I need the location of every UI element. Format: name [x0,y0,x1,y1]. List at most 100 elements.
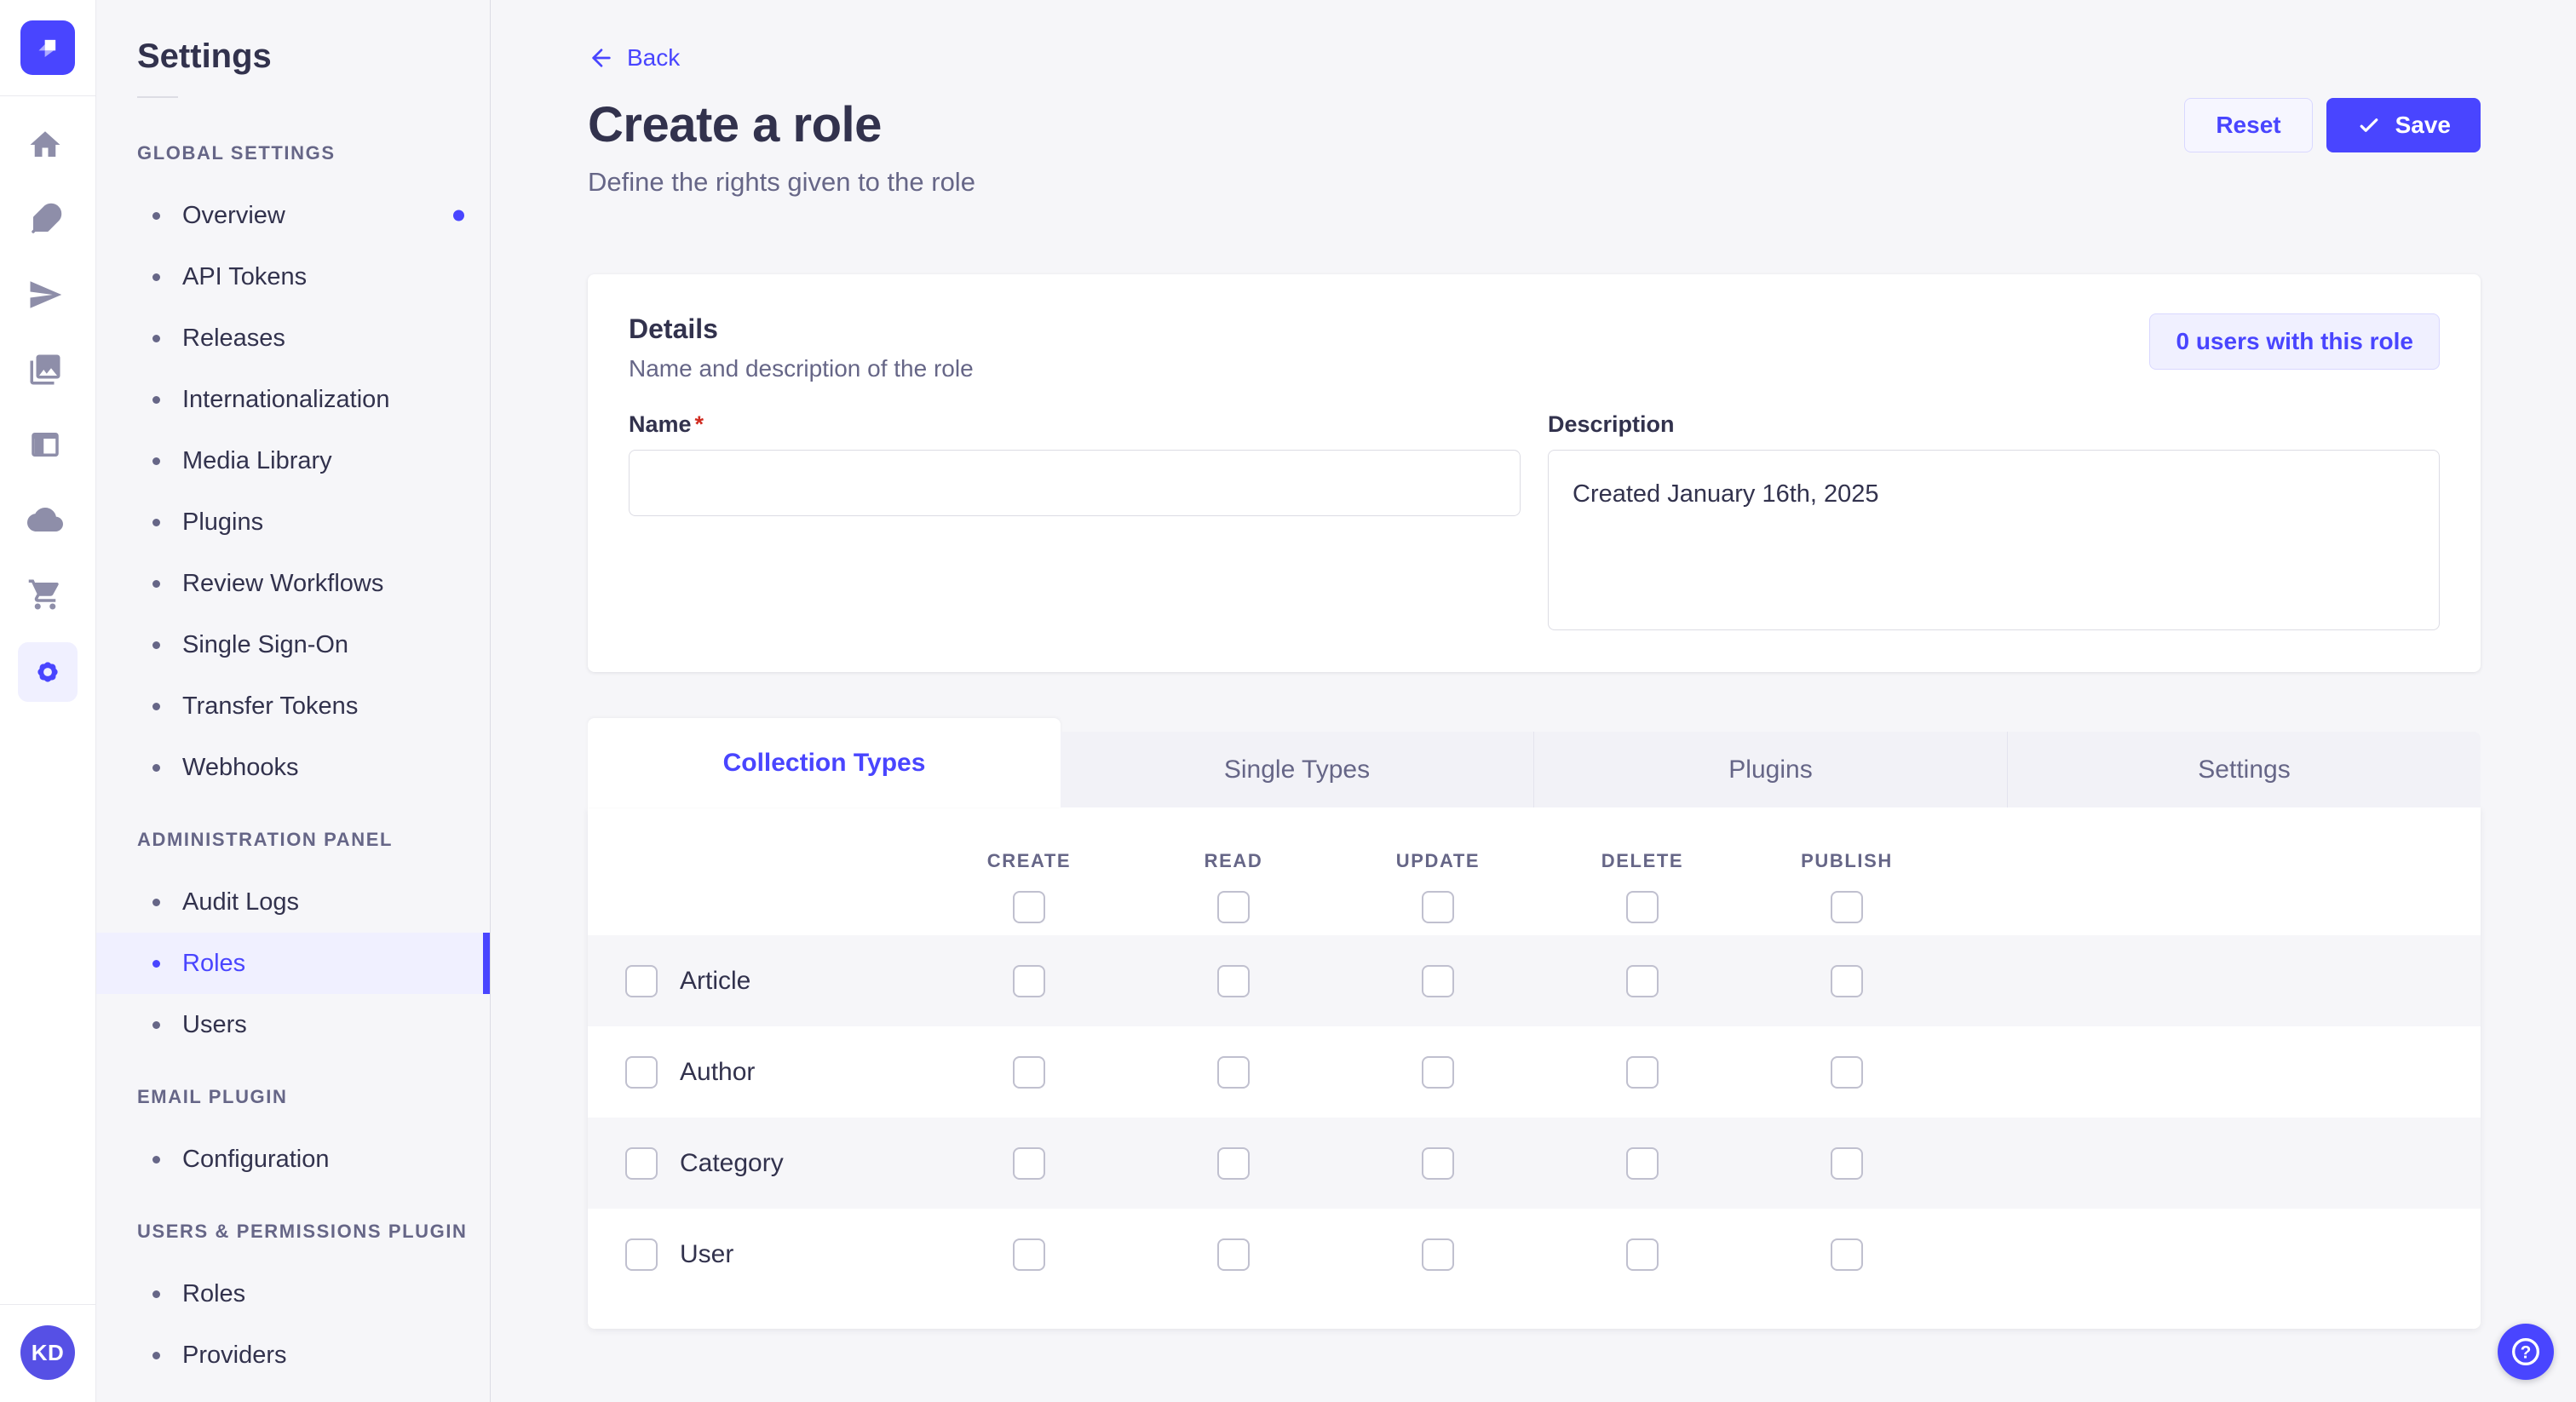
sidebar-item[interactable]: Review Workflows [96,553,490,614]
permission-checkbox[interactable] [1422,1146,1454,1180]
sidebar-item[interactable]: Audit Logs [96,871,490,933]
sidebar-item[interactable]: Transfer Tokens [96,675,490,737]
permission-checkbox[interactable] [1831,1055,1863,1089]
permission-checkbox[interactable] [1217,1055,1250,1089]
question-mark-icon: ? [2511,1337,2540,1366]
select-all-checkbox[interactable] [1831,891,1863,923]
back-link[interactable]: Back [588,44,680,72]
sidebar-item[interactable]: Media Library [96,430,490,491]
section-label: GLOBAL SETTINGS [137,142,336,164]
users-with-role-badge[interactable]: 0 users with this role [2149,313,2440,370]
paper-plane-icon[interactable] [18,267,72,322]
save-button[interactable]: Save [2326,97,2481,152]
sidebar-item[interactable]: Internationalization [96,369,490,430]
description-label: Description [1548,411,1675,437]
row-checkbox[interactable] [625,1055,658,1089]
permission-checkbox[interactable] [1217,1146,1250,1180]
sidebar-item[interactable]: Releases [96,307,490,369]
svg-text:?: ? [2521,1342,2532,1362]
permissions-rows: Article Author Category User [588,935,2481,1300]
name-label: Name * [629,411,704,437]
cloud-icon[interactable] [18,492,72,547]
bullet-icon [152,1290,160,1298]
column-header: CREATE [986,850,1072,871]
column-header: DELETE [1601,850,1684,871]
sidebar-title: Settings [137,37,272,75]
permission-checkbox[interactable] [1422,1238,1454,1271]
strapi-logo[interactable] [20,20,75,75]
permissions-header: CREATE READ UPDATE DELETE PUBLISH [588,807,2481,935]
sidebar-item-label: Internationalization [182,385,390,413]
row-checkbox[interactable] [625,1238,658,1271]
sidebar-item-label: Releases [182,324,285,352]
sidebar-item[interactable]: Providers [96,1324,490,1386]
tab-label: Settings [2198,755,2291,784]
save-label: Save [2395,111,2451,138]
bullet-icon [152,457,160,465]
cart-icon[interactable] [18,567,72,622]
row-permission-checkboxes [927,935,1949,1026]
permission-checkbox[interactable] [1626,1146,1659,1180]
permission-checkbox[interactable] [1831,1238,1863,1271]
tab[interactable]: Plugins [1533,732,2007,807]
bullet-icon [152,211,160,220]
select-all-checkbox[interactable] [1626,891,1659,923]
permission-checkbox[interactable] [1217,964,1250,997]
row-checkbox[interactable] [625,964,658,997]
avatar[interactable]: KD [20,1325,75,1380]
sidebar-item-label: Configuration [182,1145,330,1173]
sidebar-item[interactable]: Webhooks [96,737,490,798]
tab-label: Collection Types [722,748,926,777]
table-row: Article [588,935,2481,1026]
notification-dot-icon [453,210,464,221]
permission-checkbox[interactable] [1013,1238,1045,1271]
sidebar-item[interactable]: Overview [96,185,490,246]
sidebar-item[interactable]: Roles [96,1263,490,1324]
permission-checkbox[interactable] [1422,964,1454,997]
sidebar-item-label: Roles [182,1279,246,1307]
help-button[interactable]: ? [2498,1324,2554,1380]
sidebar-item[interactable]: Single Sign-On [96,614,490,675]
strapi-logo-glyph [38,39,56,57]
permission-checkbox[interactable] [1013,1146,1045,1180]
permission-checkbox[interactable] [1626,964,1659,997]
sidebar-item[interactable]: Plugins [96,491,490,553]
select-all-checkbox[interactable] [1217,891,1250,923]
section-label: EMAIL PLUGIN [137,1086,288,1107]
feather-icon[interactable] [18,192,72,247]
home-icon[interactable] [18,118,72,172]
sidebar-item-label: Transfer Tokens [182,692,359,720]
tab[interactable]: Settings [2007,732,2481,807]
tab[interactable]: Collection Types [588,718,1061,807]
sidebar-item[interactable]: API Tokens [96,246,490,307]
row-checkbox[interactable] [625,1146,658,1180]
required-asterisk: * [694,411,704,437]
name-input[interactable] [629,450,1521,516]
permission-checkbox[interactable] [1626,1055,1659,1089]
permission-checkbox[interactable] [1217,1238,1250,1271]
sidebar-item[interactable]: Roles [96,933,490,994]
settings-gear-icon[interactable] [18,642,78,702]
sidebar-item[interactable]: Users [96,994,490,1055]
description-textarea[interactable]: Created January 16th, 2025 [1548,450,2440,630]
bullet-icon [152,959,160,968]
permission-checkbox[interactable] [1626,1238,1659,1271]
select-all-checkbox[interactable] [1422,891,1454,923]
sidebar-item[interactable]: Configuration [96,1129,490,1190]
permission-checkbox[interactable] [1013,964,1045,997]
permission-checkbox[interactable] [1013,1055,1045,1089]
section-label: USERS & PERMISSIONS PLUGIN [137,1221,468,1242]
permission-checkbox[interactable] [1422,1055,1454,1089]
permission-checkbox[interactable] [1831,964,1863,997]
reset-button[interactable]: Reset [2184,97,2313,152]
media-library-icon[interactable] [18,342,72,397]
select-all-checkbox[interactable] [1013,891,1045,923]
permission-checkbox[interactable] [1831,1146,1863,1180]
details-title: Details [629,313,718,344]
table-row: Author [588,1026,2481,1118]
layout-icon[interactable] [18,417,72,472]
check-icon [2360,118,2378,132]
sidebar-item-label: Roles [182,949,246,977]
tab[interactable]: Single Types [1061,732,1533,807]
back-arrow-icon [592,49,611,67]
